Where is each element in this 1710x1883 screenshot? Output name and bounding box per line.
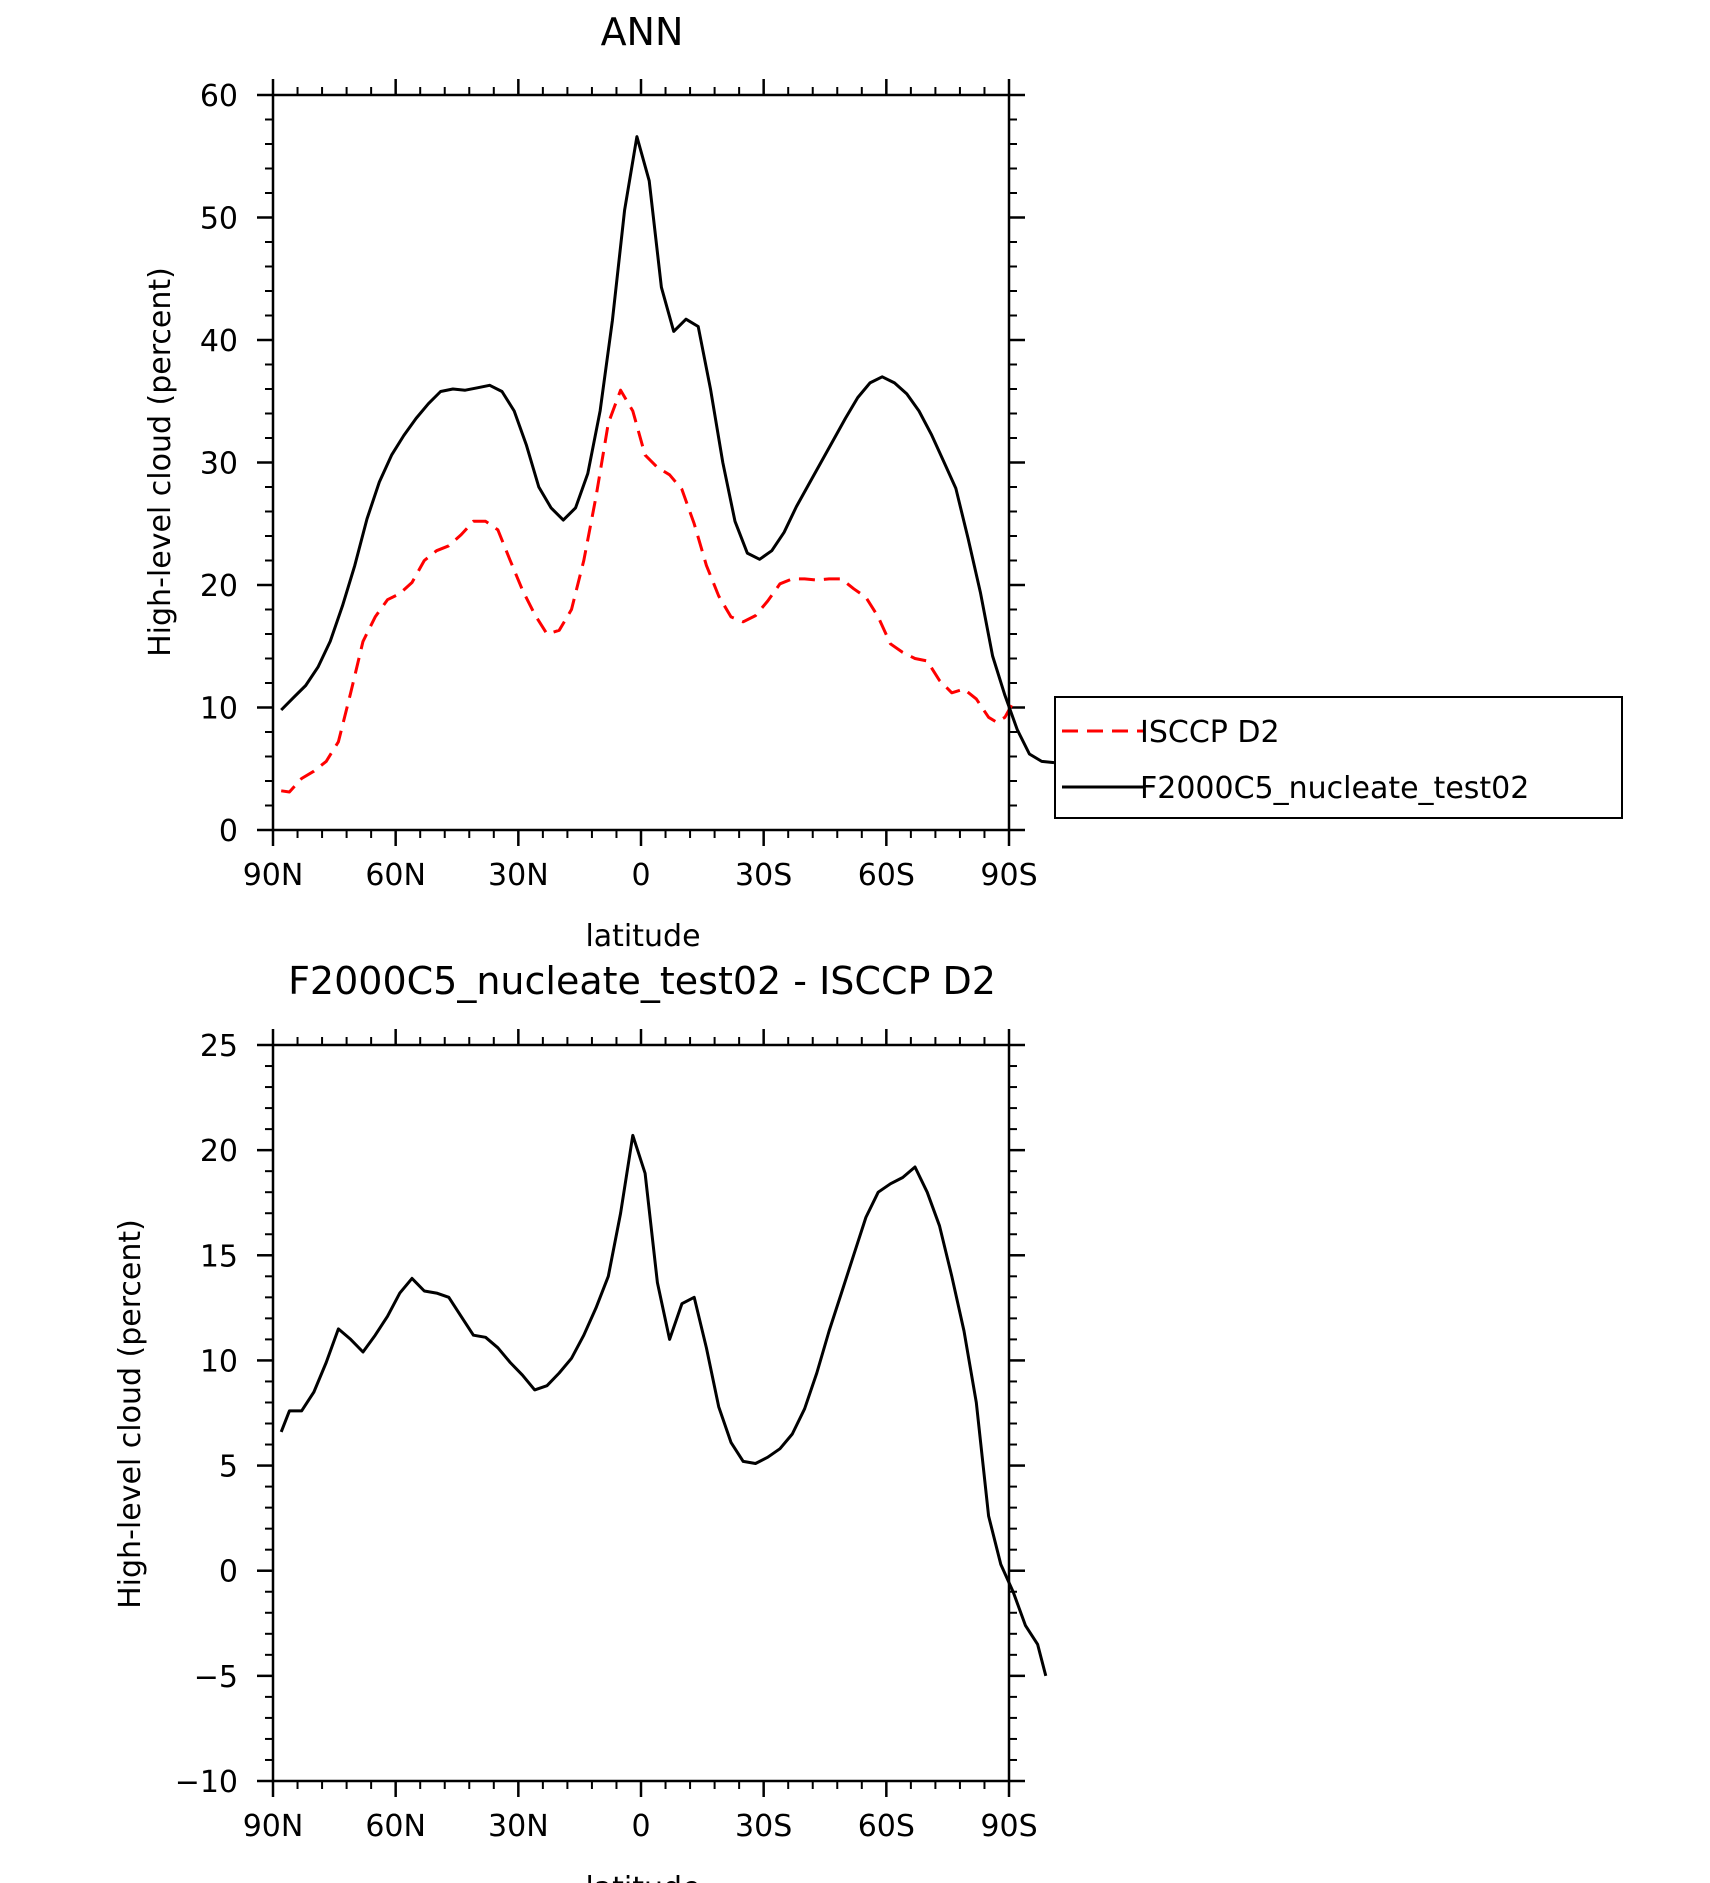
x-tick-label: 60S bbox=[858, 1809, 915, 1844]
series-lines bbox=[280, 135, 1055, 794]
chart-title: ANN bbox=[601, 10, 684, 54]
y-tick-label: 20 bbox=[200, 1134, 238, 1169]
chart-title: F2000C5_nucleate_test02 - ISCCP D2 bbox=[288, 959, 996, 1003]
legend-box bbox=[1054, 696, 1623, 819]
ticks bbox=[257, 1029, 1025, 1797]
x-tick-label: 0 bbox=[631, 1809, 650, 1844]
y-axis-title: High-level cloud (percent) bbox=[113, 1219, 148, 1609]
legend: ISCCP D2 F2000C5_nucleate_test02 bbox=[1054, 696, 1623, 819]
legend-label-model: F2000C5_nucleate_test02 bbox=[1140, 771, 1529, 806]
y-tick-label: 25 bbox=[200, 1029, 238, 1064]
y-tick-label: 0 bbox=[219, 1555, 238, 1590]
x-tick-label: 30N bbox=[488, 1809, 549, 1844]
y-tick-label: 20 bbox=[200, 569, 238, 604]
series-line-difference bbox=[279, 1133, 1048, 1677]
x-tick-label: 90S bbox=[980, 858, 1037, 893]
x-tick-label: 0 bbox=[631, 858, 650, 893]
legend-label-isccp: ISCCP D2 bbox=[1140, 715, 1280, 750]
plot-frame bbox=[271, 1043, 1011, 1783]
x-tick-label: 90N bbox=[243, 858, 304, 893]
tick-labels: 90N 60N 30N 0 30S 60S 90S 0 10 20 30 40 50 60 bbox=[200, 79, 1038, 893]
y-tick-label: 0 bbox=[219, 814, 238, 849]
x-tick-label: 30S bbox=[735, 1809, 792, 1844]
x-axis-title: latitude bbox=[585, 919, 700, 954]
y-tick-label: −10 bbox=[175, 1765, 238, 1800]
y-tick-label: 10 bbox=[200, 692, 238, 727]
y-tick-label: 60 bbox=[200, 79, 238, 114]
series-line-f2000c5-nucleate-test02 bbox=[280, 135, 1055, 765]
x-tick-label: 60N bbox=[365, 858, 426, 893]
x-axis-title: latitude bbox=[585, 1871, 700, 1883]
annual-panel: ANN 90N 60N 30N 0 30S 60S 90S 0 10 20 30 40 50 60 lat… bbox=[143, 10, 1055, 954]
x-tick-label: 60N bbox=[365, 1809, 426, 1844]
plot-frame bbox=[271, 93, 1011, 832]
y-tick-label: 30 bbox=[200, 447, 238, 482]
y-tick-label: −5 bbox=[194, 1660, 238, 1695]
y-axis-title: High-level cloud (percent) bbox=[143, 267, 178, 657]
difference-panel: F2000C5_nucleate_test02 - ISCCP D2 90N 60… bbox=[113, 959, 1048, 1883]
x-tick-label: 90N bbox=[243, 1809, 304, 1844]
ticks bbox=[257, 79, 1025, 846]
x-tick-label: 90S bbox=[980, 1809, 1037, 1844]
y-tick-label: 50 bbox=[200, 202, 238, 237]
x-tick-label: 30N bbox=[488, 858, 549, 893]
x-tick-label: 30S bbox=[735, 858, 792, 893]
y-tick-label: 15 bbox=[200, 1239, 238, 1274]
y-tick-label: 5 bbox=[219, 1450, 238, 1485]
series-lines bbox=[279, 1133, 1048, 1677]
x-tick-label: 60S bbox=[858, 858, 915, 893]
y-tick-label: 40 bbox=[200, 324, 238, 359]
y-tick-label: 10 bbox=[200, 1344, 238, 1379]
tick-labels: 90N 60N 30N 0 30S 60S 90S −10 −5 0 5 10 15 20 25 bbox=[175, 1029, 1038, 1844]
series-line-isccp-d2 bbox=[280, 388, 1015, 794]
